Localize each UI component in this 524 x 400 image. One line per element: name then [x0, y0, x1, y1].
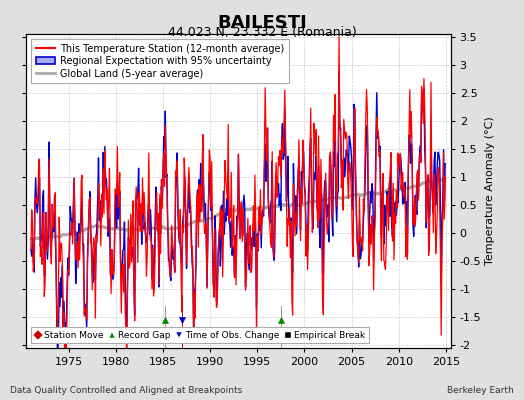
Text: Data Quality Controlled and Aligned at Breakpoints: Data Quality Controlled and Aligned at B…: [10, 386, 243, 395]
Text: 44.023 N, 23.332 E (Romania): 44.023 N, 23.332 E (Romania): [168, 26, 356, 39]
Text: BAILESTI: BAILESTI: [217, 14, 307, 32]
Text: Berkeley Earth: Berkeley Earth: [447, 386, 514, 395]
Legend: Station Move, Record Gap, Time of Obs. Change, Empirical Break: Station Move, Record Gap, Time of Obs. C…: [31, 327, 369, 344]
Y-axis label: Temperature Anomaly (°C): Temperature Anomaly (°C): [485, 117, 496, 265]
